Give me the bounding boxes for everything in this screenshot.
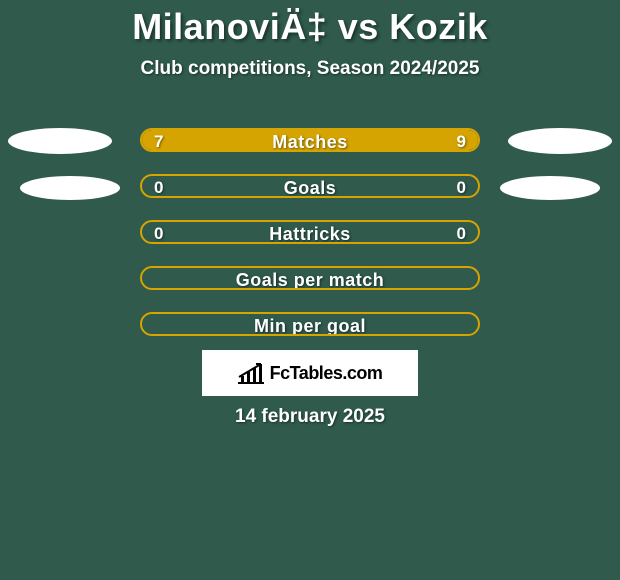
bar-label: Min per goal	[142, 314, 478, 336]
date-label: 14 february 2025	[0, 406, 620, 428]
branding-text: FcTables.com	[270, 363, 383, 384]
bar-label: Goals per match	[142, 268, 478, 290]
stat-row-hattricks: 0 Hattricks 0	[0, 218, 620, 264]
bar-value-right: 0	[457, 176, 466, 198]
bar-label: Matches	[142, 130, 478, 152]
bar-track: Min per goal	[140, 312, 480, 336]
bar-value-left: 0	[154, 222, 163, 244]
branding-box: FcTables.com	[202, 350, 418, 396]
stat-bars: 7 Matches 9 0 Goals 0 0 Hat	[0, 126, 620, 356]
bar-value-left: 0	[154, 176, 163, 198]
bar-value-right: 0	[457, 222, 466, 244]
bar-label: Goals	[142, 176, 478, 198]
bar-value-right: 9	[457, 130, 466, 152]
bar-track: 0 Hattricks 0	[140, 220, 480, 244]
comparison-card: MilanoviÄ‡ vs Kozik Club competitions, S…	[0, 0, 620, 580]
subtitle: Club competitions, Season 2024/2025	[0, 58, 620, 80]
stat-row-goals: 0 Goals 0	[0, 172, 620, 218]
stat-row-goals-per-match: Goals per match	[0, 264, 620, 310]
bar-track: Goals per match	[140, 266, 480, 290]
player-avatar-left	[8, 128, 112, 154]
bar-value-left: 7	[154, 130, 163, 152]
page-title: MilanoviÄ‡ vs Kozik	[0, 0, 620, 48]
bar-label: Hattricks	[142, 222, 478, 244]
bar-track: 7 Matches 9	[140, 128, 480, 152]
bar-track: 0 Goals 0	[140, 174, 480, 198]
player-avatar-right	[500, 176, 600, 200]
stat-row-matches: 7 Matches 9	[0, 126, 620, 172]
bar-chart-arrow-icon	[238, 362, 264, 384]
player-avatar-right	[508, 128, 612, 154]
player-avatar-left	[20, 176, 120, 200]
